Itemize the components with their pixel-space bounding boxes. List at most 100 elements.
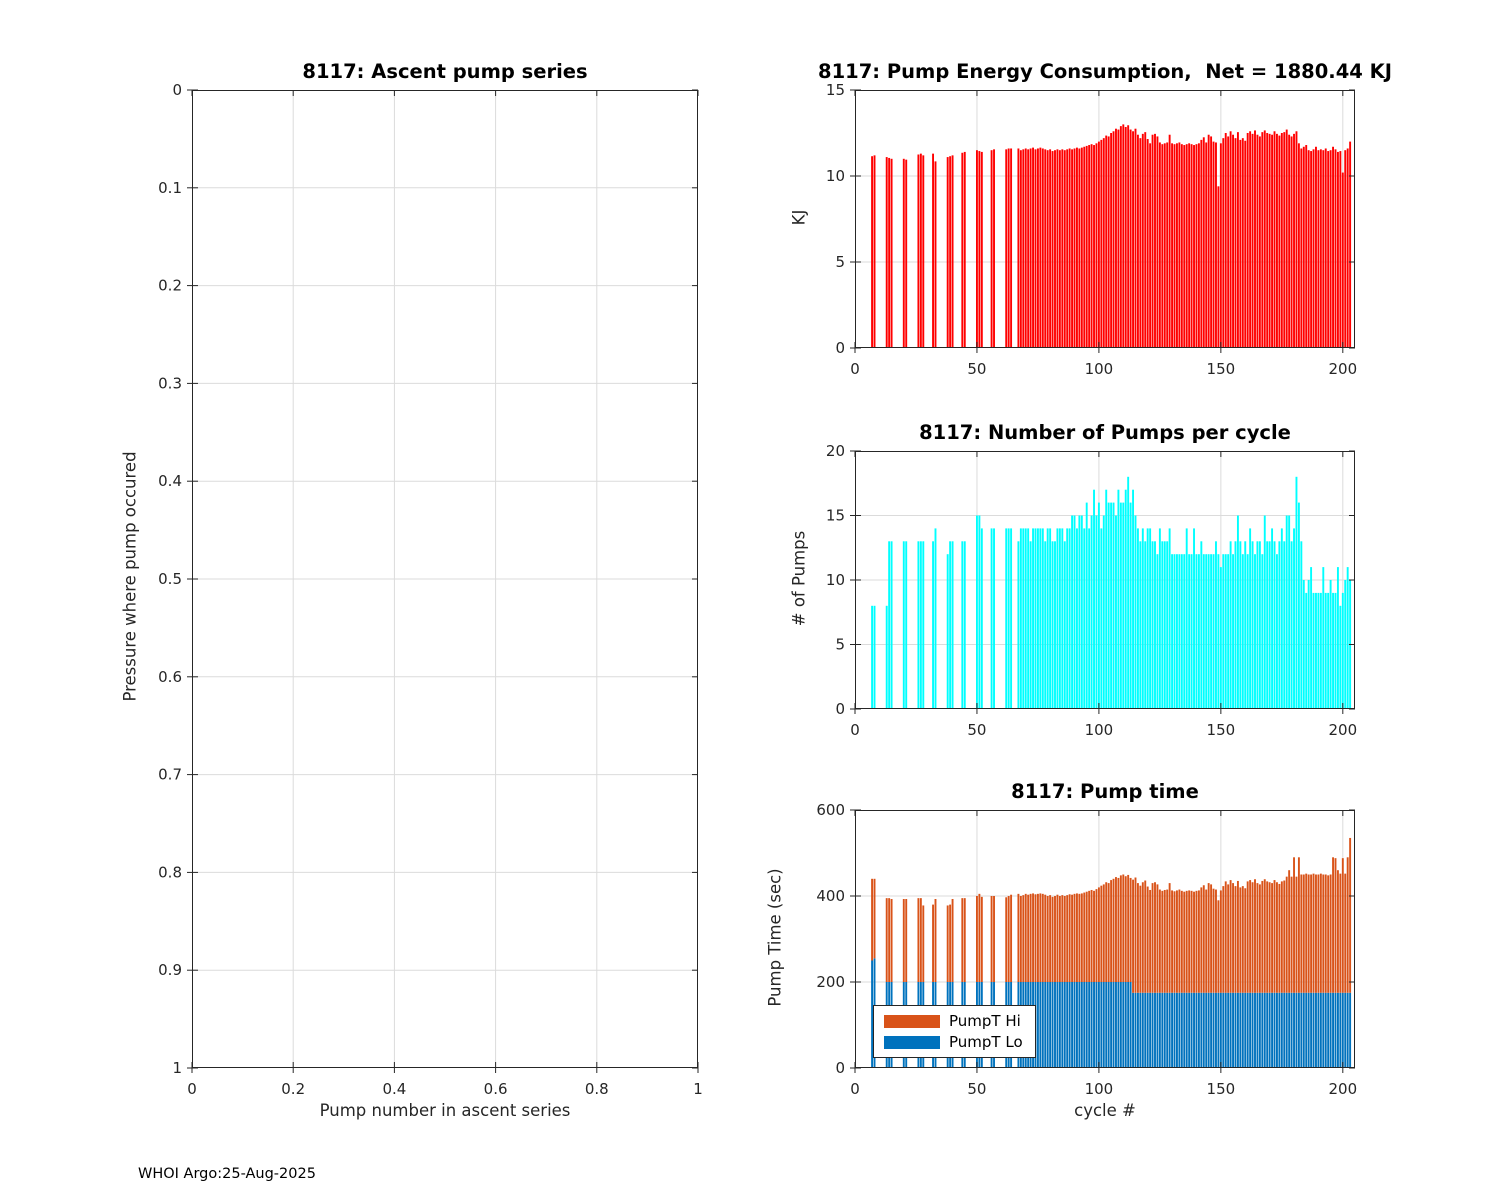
pump-energy-bar bbox=[1078, 148, 1081, 348]
pump-time-lo-bar bbox=[1256, 992, 1259, 1068]
pump-time-lo-bar bbox=[1107, 982, 1110, 1068]
pump-time-lo-bar bbox=[1332, 992, 1334, 1068]
pump-energy-bar bbox=[1173, 144, 1176, 348]
pump-energy-bar bbox=[1132, 131, 1134, 348]
pumps-per-cycle-bar bbox=[1329, 580, 1332, 709]
pump-time-lo-bar bbox=[1122, 982, 1125, 1068]
pump-time-hi-bar bbox=[990, 896, 993, 982]
pump-time-hi-bar bbox=[1297, 857, 1300, 993]
pump-time-hi-bar bbox=[951, 899, 954, 982]
pump-time-lo-bar bbox=[1129, 982, 1132, 1068]
pump-time-lo-bar bbox=[1141, 992, 1144, 1068]
pump-time-hi-bar bbox=[1168, 883, 1171, 993]
pump-energy-bar bbox=[1041, 148, 1044, 348]
pump-time-hi-bar bbox=[1217, 900, 1220, 993]
pump-energy-bar bbox=[1046, 150, 1049, 348]
y-tick-label: 0 bbox=[172, 81, 182, 99]
pumps-per-cycle-bar bbox=[1151, 541, 1154, 709]
pumps-per-cycle-bar bbox=[1256, 541, 1259, 709]
pump-time-hi-bar bbox=[1029, 893, 1032, 982]
pumps-per-cycle-bar bbox=[1261, 554, 1264, 709]
pump-time-lo-bar bbox=[1161, 992, 1164, 1068]
pump-energy-bar bbox=[1056, 149, 1059, 348]
pump-energy-bar bbox=[1102, 138, 1105, 348]
pump-time-lo-bar bbox=[1093, 982, 1095, 1068]
pump-time-hi-bar bbox=[1127, 874, 1130, 982]
pump-energy-bar bbox=[1027, 149, 1030, 348]
pump-energy-bar bbox=[1154, 133, 1156, 348]
ascent-ylabel: Pressure where pump occured bbox=[120, 451, 140, 702]
pump-energy-bar bbox=[1258, 136, 1261, 348]
pump-time-lo-bar bbox=[1217, 992, 1220, 1068]
pumps-per-cycle-bar bbox=[1017, 541, 1020, 709]
pump-time-hi-bar bbox=[1271, 883, 1274, 993]
pump-time-lo-bar bbox=[1102, 982, 1105, 1068]
pumps-per-cycle-bar bbox=[1207, 554, 1210, 709]
pump-time-hi-bar bbox=[905, 899, 908, 982]
pump-energy-plot: 0 50 100 150 200 0 5 10 15 bbox=[826, 81, 1357, 378]
pump-energy-bar bbox=[1295, 131, 1298, 348]
pumps-per-cycle-bar bbox=[1032, 528, 1034, 709]
pump-energy-bar bbox=[1217, 186, 1220, 348]
pumps-per-cycle-bar bbox=[1315, 592, 1317, 709]
pump-energy-bar bbox=[1068, 148, 1071, 348]
pumps-per-cycle-bar bbox=[1083, 528, 1086, 709]
pump-energy-bar bbox=[1246, 133, 1249, 348]
pump-time-lo-bar bbox=[1088, 982, 1091, 1068]
pump-energy-bar bbox=[1224, 133, 1227, 348]
pumpt-lo-swatch bbox=[884, 1035, 940, 1049]
energy-ylabel: KJ bbox=[789, 209, 809, 226]
pump-energy-bar bbox=[1236, 132, 1239, 348]
pump-energy-bar bbox=[1290, 136, 1293, 348]
pump-energy-bar bbox=[1032, 147, 1034, 348]
pump-time-lo-bar bbox=[1180, 992, 1183, 1068]
pump-time-lo-bar bbox=[1117, 982, 1120, 1068]
pumps-per-cycle-bar bbox=[1149, 528, 1152, 709]
pumps-per-cycle-bar bbox=[1146, 528, 1149, 709]
pump-energy-bar bbox=[976, 150, 978, 348]
pump-energy-bar bbox=[949, 156, 952, 348]
pump-time-lo-bar bbox=[1188, 992, 1191, 1068]
pump-time-lo-bar bbox=[1222, 992, 1225, 1068]
pump-energy-bar bbox=[1188, 143, 1191, 348]
pump-time-hi-bar bbox=[1334, 858, 1337, 993]
pumps-per-cycle-bar bbox=[890, 541, 893, 709]
ascent-pump-series-title: 8117: Ascent pump series bbox=[302, 60, 588, 83]
pumps-per-cycle-bar bbox=[871, 605, 874, 709]
pump-time-hi-bar bbox=[1095, 889, 1098, 982]
pump-energy-bar bbox=[1180, 144, 1183, 348]
pumps-per-cycle-bar bbox=[1005, 528, 1008, 709]
pump-time-hi-bar bbox=[1244, 888, 1247, 993]
pump-energy-bar bbox=[1149, 143, 1152, 348]
pumps-per-cycle-bar bbox=[1132, 489, 1134, 709]
pump-time-lo-bar bbox=[1049, 982, 1052, 1068]
pumps-per-cycle-bar bbox=[1102, 515, 1105, 709]
pump-time-hi-bar bbox=[1195, 890, 1198, 993]
pump-time-hi-bar bbox=[1058, 896, 1061, 982]
pump-energy-bar bbox=[1219, 143, 1222, 348]
pumps-per-cycle-bar bbox=[1054, 541, 1056, 709]
pump-energy-bar bbox=[1276, 133, 1278, 348]
pumps-per-cycle-bar bbox=[1310, 567, 1313, 709]
pump-time-hi-bar bbox=[1019, 896, 1022, 982]
pumps-per-cycle-bar bbox=[1154, 541, 1156, 709]
pump-energy-bar bbox=[1344, 150, 1347, 348]
pumps-per-cycle-bar bbox=[1136, 528, 1139, 709]
pump-time-lo-bar bbox=[1095, 982, 1098, 1068]
pumps-per-cycle-bar bbox=[963, 541, 966, 709]
pump-energy-bar bbox=[1293, 133, 1295, 348]
pump-time-lo-bar bbox=[1336, 992, 1339, 1068]
pump-energy-bar bbox=[1346, 148, 1349, 348]
pump-time-hi-bar bbox=[1151, 883, 1154, 993]
pump-time-hi-bar bbox=[1115, 877, 1117, 982]
pumps-per-cycle-svg: 0 50 100 150 200 0 5 10 15 20 bbox=[826, 442, 1357, 739]
pump-energy-bar bbox=[871, 156, 874, 348]
pump-time-hi-bar bbox=[1185, 890, 1188, 993]
pump-time-hi-bar bbox=[1285, 876, 1288, 993]
pump-time-hi-bar bbox=[1005, 897, 1008, 982]
pumps-per-cycle-bar bbox=[1344, 580, 1347, 709]
pump-time-hi-bar bbox=[1329, 874, 1332, 993]
pumps-per-cycle-bar bbox=[1234, 541, 1237, 709]
pump-time-hi-bar bbox=[873, 878, 876, 959]
pump-time-lo-bar bbox=[1322, 992, 1325, 1068]
